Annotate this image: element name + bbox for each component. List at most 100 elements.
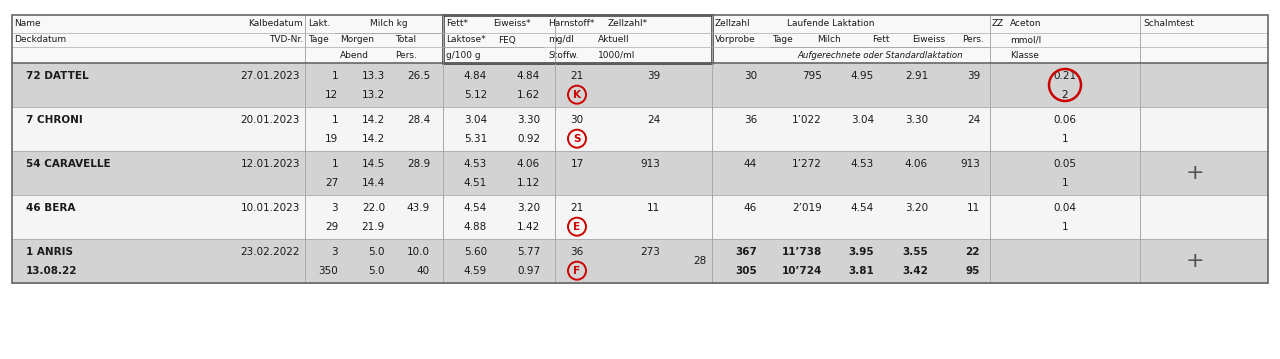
Text: 30: 30	[744, 71, 756, 81]
Text: 21.9: 21.9	[362, 222, 385, 232]
Text: 1: 1	[1061, 178, 1069, 188]
Text: 14.2: 14.2	[362, 134, 385, 144]
Text: 95: 95	[965, 266, 980, 276]
Text: 28.9: 28.9	[407, 159, 430, 169]
Bar	[12, 151, 1268, 195]
Text: 72 DATTEL: 72 DATTEL	[26, 71, 88, 81]
Text: 4.54: 4.54	[463, 203, 486, 213]
Text: 17: 17	[571, 159, 584, 169]
Text: 3.95: 3.95	[849, 247, 874, 257]
Text: Aktuell: Aktuell	[598, 36, 630, 45]
Text: Milch: Milch	[817, 36, 841, 45]
Text: 54 CARAVELLE: 54 CARAVELLE	[26, 159, 110, 169]
Text: 0.97: 0.97	[517, 266, 540, 276]
Text: 5.12: 5.12	[463, 90, 486, 100]
Text: 11’738: 11’738	[782, 247, 822, 257]
Text: +: +	[1185, 251, 1204, 271]
Text: 14.4: 14.4	[362, 178, 385, 188]
Text: 43.9: 43.9	[407, 203, 430, 213]
Text: Tage: Tage	[772, 36, 792, 45]
Text: F: F	[573, 266, 581, 276]
Text: g/100 g: g/100 g	[445, 51, 480, 60]
Text: 21: 21	[571, 71, 584, 81]
Text: Harnstoff*: Harnstoff*	[548, 19, 594, 28]
Text: 1: 1	[332, 71, 338, 81]
Text: Name: Name	[14, 19, 41, 28]
Bar	[12, 107, 1268, 151]
Text: 4.84: 4.84	[463, 71, 486, 81]
Text: Fett*: Fett*	[445, 19, 468, 28]
Text: 4.88: 4.88	[463, 222, 486, 232]
Text: 3.55: 3.55	[902, 247, 928, 257]
Text: FEQ: FEQ	[498, 36, 516, 45]
Text: Total: Total	[396, 36, 416, 45]
Text: 10’724: 10’724	[782, 266, 822, 276]
Text: 3.42: 3.42	[902, 266, 928, 276]
Text: Zellzahl: Zellzahl	[716, 19, 750, 28]
Text: Aceton: Aceton	[1010, 19, 1042, 28]
Text: 913: 913	[960, 159, 980, 169]
Text: 913: 913	[640, 159, 660, 169]
Text: 12.01.2023: 12.01.2023	[241, 159, 300, 169]
Text: 4.95: 4.95	[851, 71, 874, 81]
Text: 24: 24	[646, 115, 660, 125]
Bar	[12, 15, 1268, 63]
Text: 7 CHRONI: 7 CHRONI	[26, 115, 83, 125]
Text: 14.2: 14.2	[362, 115, 385, 125]
Text: 13.3: 13.3	[362, 71, 385, 81]
Text: 22: 22	[965, 247, 980, 257]
Text: 27.01.2023: 27.01.2023	[241, 71, 300, 81]
Text: 30: 30	[571, 115, 584, 125]
Text: 1’272: 1’272	[792, 159, 822, 169]
Text: 1.62: 1.62	[517, 90, 540, 100]
Text: 28: 28	[692, 256, 707, 266]
Text: 10.01.2023: 10.01.2023	[241, 203, 300, 213]
Text: Milch kg: Milch kg	[370, 19, 408, 28]
Bar	[12, 63, 1268, 107]
Text: mg/dl: mg/dl	[548, 36, 573, 45]
Text: 0.04: 0.04	[1053, 203, 1076, 213]
Text: 4.54: 4.54	[851, 203, 874, 213]
Text: 3.30: 3.30	[905, 115, 928, 125]
Text: 13.08.22: 13.08.22	[26, 266, 78, 276]
Text: Aufgerechnete oder Standardlaktation: Aufgerechnete oder Standardlaktation	[797, 51, 963, 60]
Text: 44: 44	[744, 159, 756, 169]
Text: 4.59: 4.59	[463, 266, 486, 276]
Text: 39: 39	[966, 71, 980, 81]
Text: Pers.: Pers.	[963, 36, 984, 45]
Text: 20.01.2023: 20.01.2023	[241, 115, 300, 125]
Text: 36: 36	[744, 115, 756, 125]
Text: 40: 40	[417, 266, 430, 276]
Text: 1: 1	[332, 159, 338, 169]
Text: Eiweiss*: Eiweiss*	[493, 19, 531, 28]
Text: 5.0: 5.0	[369, 266, 385, 276]
Text: 0.05: 0.05	[1053, 159, 1076, 169]
Text: 0.92: 0.92	[517, 134, 540, 144]
Text: 21: 21	[571, 203, 584, 213]
Text: 0.06: 0.06	[1053, 115, 1076, 125]
Text: 3.30: 3.30	[517, 115, 540, 125]
Text: Kalbedatum: Kalbedatum	[248, 19, 303, 28]
Bar	[443, 15, 712, 63]
Text: 1: 1	[1061, 222, 1069, 232]
Text: 1’022: 1’022	[792, 115, 822, 125]
Text: 13.2: 13.2	[362, 90, 385, 100]
Text: Laufende Laktation: Laufende Laktation	[787, 19, 874, 28]
Text: 1.42: 1.42	[517, 222, 540, 232]
Text: 2.91: 2.91	[905, 71, 928, 81]
Text: 12: 12	[325, 90, 338, 100]
Text: Fett: Fett	[872, 36, 890, 45]
Text: 5.31: 5.31	[463, 134, 486, 144]
Text: 11: 11	[646, 203, 660, 213]
Text: 350: 350	[319, 266, 338, 276]
Text: mmol/l: mmol/l	[1010, 36, 1041, 45]
Text: Schalmtest: Schalmtest	[1143, 19, 1194, 28]
Text: 305: 305	[735, 266, 756, 276]
Text: +: +	[1185, 163, 1204, 183]
Text: Deckdatum: Deckdatum	[14, 36, 67, 45]
Text: Abend: Abend	[340, 51, 369, 60]
Text: 19: 19	[325, 134, 338, 144]
Text: Vorprobe: Vorprobe	[716, 36, 755, 45]
Text: Tage: Tage	[308, 36, 329, 45]
Text: 26.5: 26.5	[407, 71, 430, 81]
